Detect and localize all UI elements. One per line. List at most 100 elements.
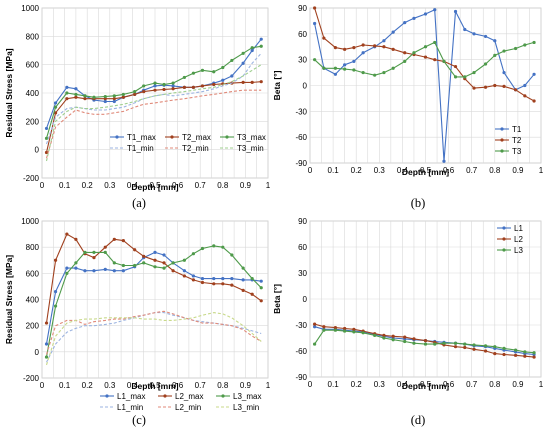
data-point <box>241 288 245 292</box>
legend-label: T2_min <box>182 144 209 153</box>
data-point <box>241 80 245 84</box>
data-point <box>44 321 49 325</box>
data-point <box>92 250 96 254</box>
legend: T1_max T2_max T3_max T1_min T2_min T3_min <box>110 133 266 153</box>
data-point <box>191 71 196 75</box>
data-point <box>382 333 386 337</box>
data-point <box>112 237 116 241</box>
x-tick-label: 0.2 <box>351 166 363 175</box>
data-point <box>361 43 365 47</box>
y-tick-label: -200 <box>23 374 40 383</box>
data-point <box>191 85 196 89</box>
data-point <box>121 95 125 99</box>
legend-item: T1_max <box>110 133 156 142</box>
x-tick-label: 0.5 <box>420 380 432 389</box>
x-tick-label: 0.5 <box>420 166 432 175</box>
data-point <box>83 250 87 254</box>
data-point <box>83 97 87 101</box>
legend-item: T3_min <box>220 144 264 153</box>
data-point <box>513 353 518 357</box>
x-tick-label: 0.8 <box>489 166 501 175</box>
y-axis-label: Beta [°] <box>272 70 282 100</box>
data-point <box>391 334 395 338</box>
data-point <box>182 85 186 89</box>
y-tick-label: 200 <box>26 117 40 126</box>
y-tick-label: 400 <box>26 89 40 98</box>
data-point <box>221 78 225 82</box>
legend-marker <box>500 127 504 131</box>
data-point <box>171 261 175 265</box>
data-point <box>182 258 186 262</box>
y-tick-label: 30 <box>298 269 307 278</box>
y-tick-label: 600 <box>26 269 40 278</box>
data-point <box>423 339 428 343</box>
legend-marker <box>502 237 506 241</box>
data-point <box>191 252 196 256</box>
legend-label: L2_max <box>175 392 203 401</box>
x-tick-label: 0.1 <box>59 181 71 190</box>
data-point <box>483 85 488 89</box>
data-point <box>352 68 356 72</box>
data-point <box>352 46 356 50</box>
data-point <box>493 345 497 349</box>
y-tick-label: 200 <box>26 322 40 331</box>
x-axis-label: Depth [mm] <box>402 167 449 177</box>
data-point <box>259 80 263 84</box>
data-point <box>200 276 205 281</box>
legend-marker <box>105 394 109 398</box>
y-tick-label: 0 <box>35 146 40 155</box>
y-tick-label: 800 <box>26 243 40 252</box>
data-point <box>241 51 245 55</box>
legend: L1 L2 L3 <box>497 224 523 255</box>
x-tick-label: 0.4 <box>127 381 139 390</box>
data-point <box>259 37 263 41</box>
data-point <box>391 47 395 51</box>
data-point <box>442 59 446 63</box>
data-point <box>103 99 107 104</box>
data-point <box>333 66 338 70</box>
legend-marker <box>163 394 167 398</box>
data-point <box>212 82 216 87</box>
data-point <box>230 58 234 63</box>
data-point <box>361 70 365 75</box>
data-point <box>472 343 476 347</box>
data-point <box>313 21 317 26</box>
legend-label: T2 <box>512 136 522 145</box>
series-l2-max <box>44 232 263 325</box>
x-tick-label: 0.2 <box>82 381 94 390</box>
y-tick-label: 0 <box>35 348 40 357</box>
data-point <box>313 325 317 329</box>
data-point <box>65 266 69 270</box>
data-point <box>162 253 166 257</box>
data-point <box>532 355 536 359</box>
data-point <box>532 351 536 355</box>
data-point <box>182 269 186 273</box>
y-tick-label: 90 <box>298 4 307 13</box>
series-t3-max <box>44 44 263 140</box>
x-tick-label: 0 <box>308 166 313 175</box>
x-tick-label: 0 <box>40 181 45 190</box>
legend-item: T1 <box>495 125 522 134</box>
y-tick-label: 0 <box>303 82 308 91</box>
x-tick-label: 0.4 <box>397 380 409 389</box>
legend-marker <box>115 135 119 139</box>
legend-marker <box>221 394 225 398</box>
series-line <box>45 64 262 162</box>
data-point <box>171 87 175 91</box>
data-point <box>523 43 527 47</box>
data-point <box>532 99 536 103</box>
legend-label: L3_max <box>233 392 261 401</box>
data-point <box>74 92 78 97</box>
data-point <box>382 45 386 49</box>
panel-caption: (b) <box>411 196 426 210</box>
y-tick-label: -60 <box>295 133 307 142</box>
data-point <box>65 232 69 236</box>
x-axis-label: Depth [mm] <box>131 182 178 192</box>
x-tick-label: 0.5 <box>149 181 161 190</box>
series-line <box>45 89 262 159</box>
data-point <box>250 46 254 50</box>
data-point <box>502 49 506 53</box>
data-point <box>133 92 137 97</box>
x-tick-label: 0.5 <box>149 381 161 390</box>
data-point <box>472 347 476 351</box>
